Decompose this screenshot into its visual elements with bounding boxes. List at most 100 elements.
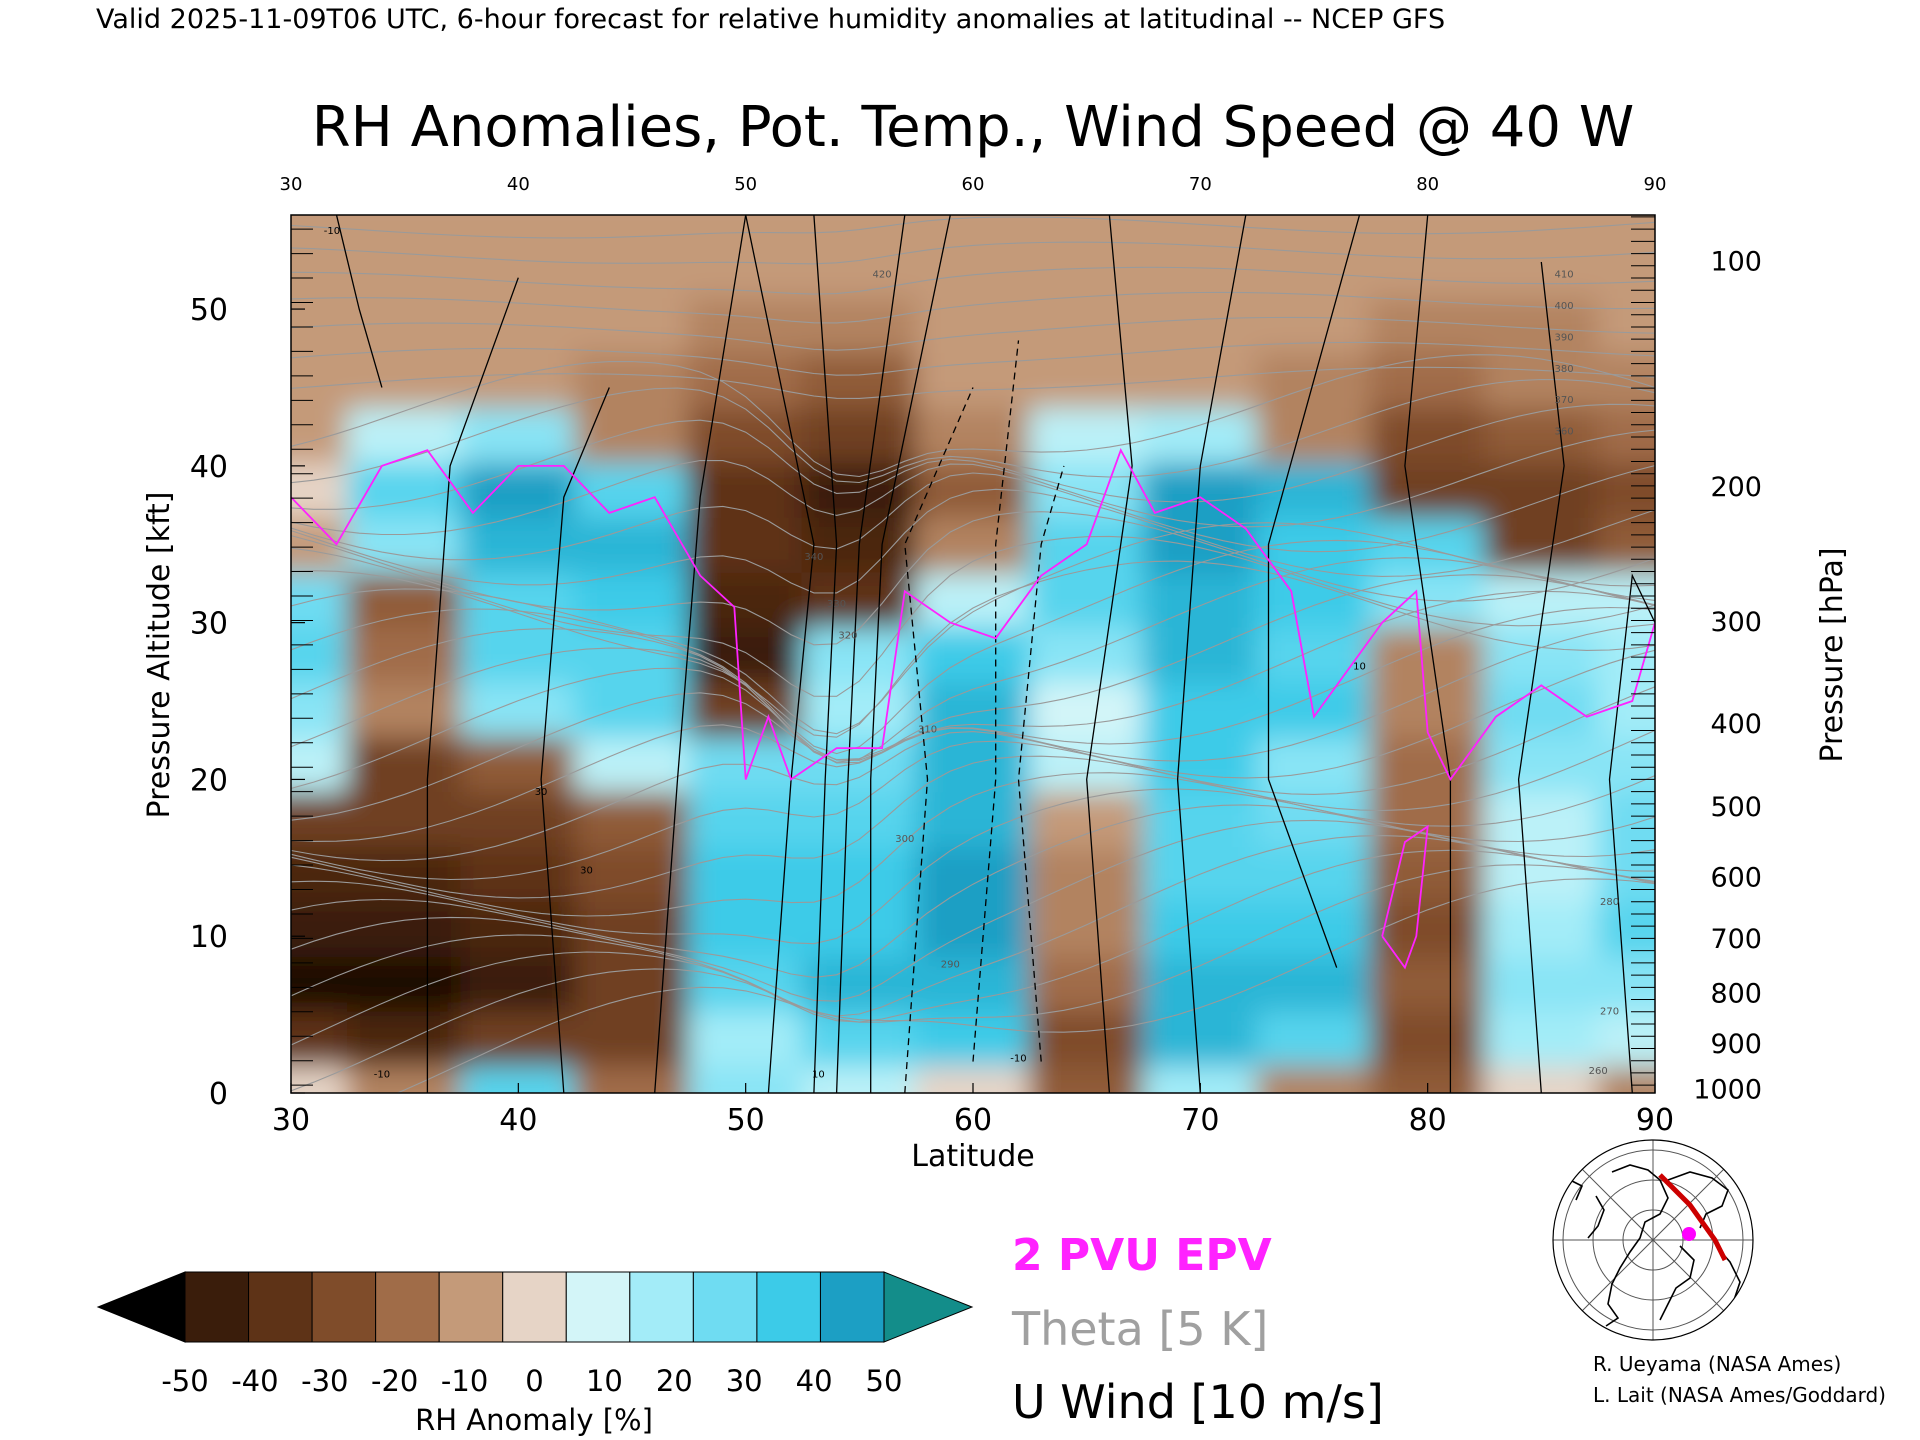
heatmap-cell xyxy=(1256,954,1372,1012)
x-top-tick-label: 30 xyxy=(280,174,303,195)
heatmap-cell xyxy=(801,241,918,299)
heatmap-cell xyxy=(1028,899,1145,957)
heatmap-cell xyxy=(687,351,804,409)
legend-uwind: U Wind [10 m/s] xyxy=(1012,1375,1384,1429)
heatmap-cell xyxy=(574,735,690,793)
theta-contour xyxy=(291,354,1655,478)
heatmap-cell xyxy=(687,1009,804,1067)
heatmap-cell xyxy=(1028,625,1145,683)
heatmap-cell xyxy=(1256,625,1372,683)
heatmap-cell xyxy=(1369,735,1486,793)
u-wind-contour xyxy=(835,215,906,1093)
pressure-tick-label: 900 xyxy=(1710,1029,1762,1060)
heatmap-cell xyxy=(1142,351,1259,409)
theta-contour xyxy=(291,216,1655,239)
theta-contour xyxy=(291,316,1655,351)
pvu2-contour-line xyxy=(291,448,1655,782)
heatmap-cell xyxy=(1142,899,1259,957)
heatmap-cell xyxy=(1369,515,1486,573)
u-wind-contour-label: 10 xyxy=(1353,662,1366,673)
x-axis-label: Latitude xyxy=(911,1139,1034,1174)
pressure-tick-label: 200 xyxy=(1710,472,1762,503)
heatmap-cell xyxy=(346,570,463,628)
contour-labels: 340 330 320 310 300 290 280 270 260 420 410 400 390 3… xyxy=(324,226,1619,1081)
heatmap-cell xyxy=(915,241,1031,299)
pressure-tick-label: 700 xyxy=(1710,924,1762,955)
heatmap-cell xyxy=(291,241,349,299)
colorbar-label: RH Anomaly [%] xyxy=(415,1403,653,1437)
heatmap-cell xyxy=(574,241,690,299)
x-tick-label: 30 xyxy=(272,1103,310,1138)
u-wind-contour-label: 30 xyxy=(535,787,548,798)
rh-anomaly-heatmap xyxy=(291,215,1655,1093)
colorbar-tick-label: 0 xyxy=(525,1364,543,1398)
colorbar-segment xyxy=(311,1271,377,1343)
x-tick-label: 40 xyxy=(499,1103,537,1138)
heatmap-cell xyxy=(687,515,804,573)
colorbar-tick-label: -40 xyxy=(231,1364,278,1398)
colorbar-segment xyxy=(375,1271,440,1343)
heatmap-cell xyxy=(346,460,463,518)
heatmap-cell xyxy=(346,845,463,902)
heatmap-cell xyxy=(1369,845,1486,902)
colorbar-tick-label: 50 xyxy=(866,1364,903,1398)
heatmap-cell xyxy=(346,406,463,463)
colorbar xyxy=(96,1271,974,1343)
colorbar-tick-label: -20 xyxy=(371,1364,418,1398)
theta-contour xyxy=(291,241,1655,265)
theta-contour-label: 410 xyxy=(1555,270,1574,281)
pressure-tick-label: 100 xyxy=(1710,246,1762,277)
y-axis-label: Pressure Altitude [kft] xyxy=(142,492,177,819)
colorbar-tick-label: -10 xyxy=(441,1364,488,1398)
theta-contour-label: 300 xyxy=(895,834,914,845)
y-tick-label: 10 xyxy=(190,920,228,955)
heatmap-cell xyxy=(291,1009,349,1067)
pressure-tick-label: 500 xyxy=(1710,792,1762,823)
heatmap-cell xyxy=(1142,406,1259,463)
heatmap-cell xyxy=(1597,735,1655,793)
heatmap-cell xyxy=(1597,515,1655,573)
heatmap-cell xyxy=(574,1064,690,1093)
theta-contour xyxy=(291,511,1655,646)
heatmap-cell xyxy=(460,790,577,848)
heatmap-cell xyxy=(915,845,1031,902)
theta-contour xyxy=(291,864,1655,1092)
theta-contour xyxy=(291,535,1655,697)
theta-contour xyxy=(291,606,1655,821)
heatmap-cell xyxy=(574,790,690,848)
u-wind-contour xyxy=(904,387,974,1093)
heatmap-cell xyxy=(1256,460,1372,518)
heatmap-cell xyxy=(1483,406,1600,463)
chart-title: RH Anomalies, Pot. Temp., Wind Speed @ 4… xyxy=(312,95,1634,160)
theta-contour-label: 380 xyxy=(1555,364,1574,375)
heatmap-cell xyxy=(687,899,804,957)
heatmap-cell xyxy=(1369,899,1486,957)
x-tick-label: 70 xyxy=(1181,1103,1219,1138)
y-tick-label: 20 xyxy=(190,763,228,798)
u-wind-contour-label: -10 xyxy=(374,1069,390,1080)
pressure-tick-label: 1000 xyxy=(1693,1074,1762,1105)
heatmap-cell xyxy=(1028,1064,1145,1093)
heatmap-cell xyxy=(1028,680,1145,738)
heatmap-cell xyxy=(1142,215,1259,244)
heatmap-cell xyxy=(687,460,804,518)
u-wind-contour-label: 30 xyxy=(580,866,593,877)
heatmap-cell xyxy=(1597,1009,1655,1067)
heatmap-cell xyxy=(801,845,918,902)
theta-contour xyxy=(291,623,1655,842)
heatmap-cell xyxy=(1483,215,1600,244)
heatmap-cell xyxy=(574,625,690,683)
heatmap-cell xyxy=(346,790,463,848)
u-wind-contour-label: -10 xyxy=(1010,1054,1026,1065)
legend: 2 PVU EPV Theta [5 K] U Wind [10 m/s] xyxy=(1011,1230,1384,1429)
heatmap-cell xyxy=(291,845,349,902)
theta-contour xyxy=(291,403,1655,510)
heatmap-cell xyxy=(801,406,918,463)
colorbar-segment xyxy=(692,1271,758,1343)
pressure-tick-label: 300 xyxy=(1710,607,1762,638)
heatmap-cell xyxy=(1597,351,1655,409)
heatmap-cell xyxy=(1369,351,1486,409)
colorbar-segment xyxy=(184,1271,250,1343)
heatmap-cell xyxy=(801,296,918,354)
heatmap-cell xyxy=(1597,460,1655,518)
